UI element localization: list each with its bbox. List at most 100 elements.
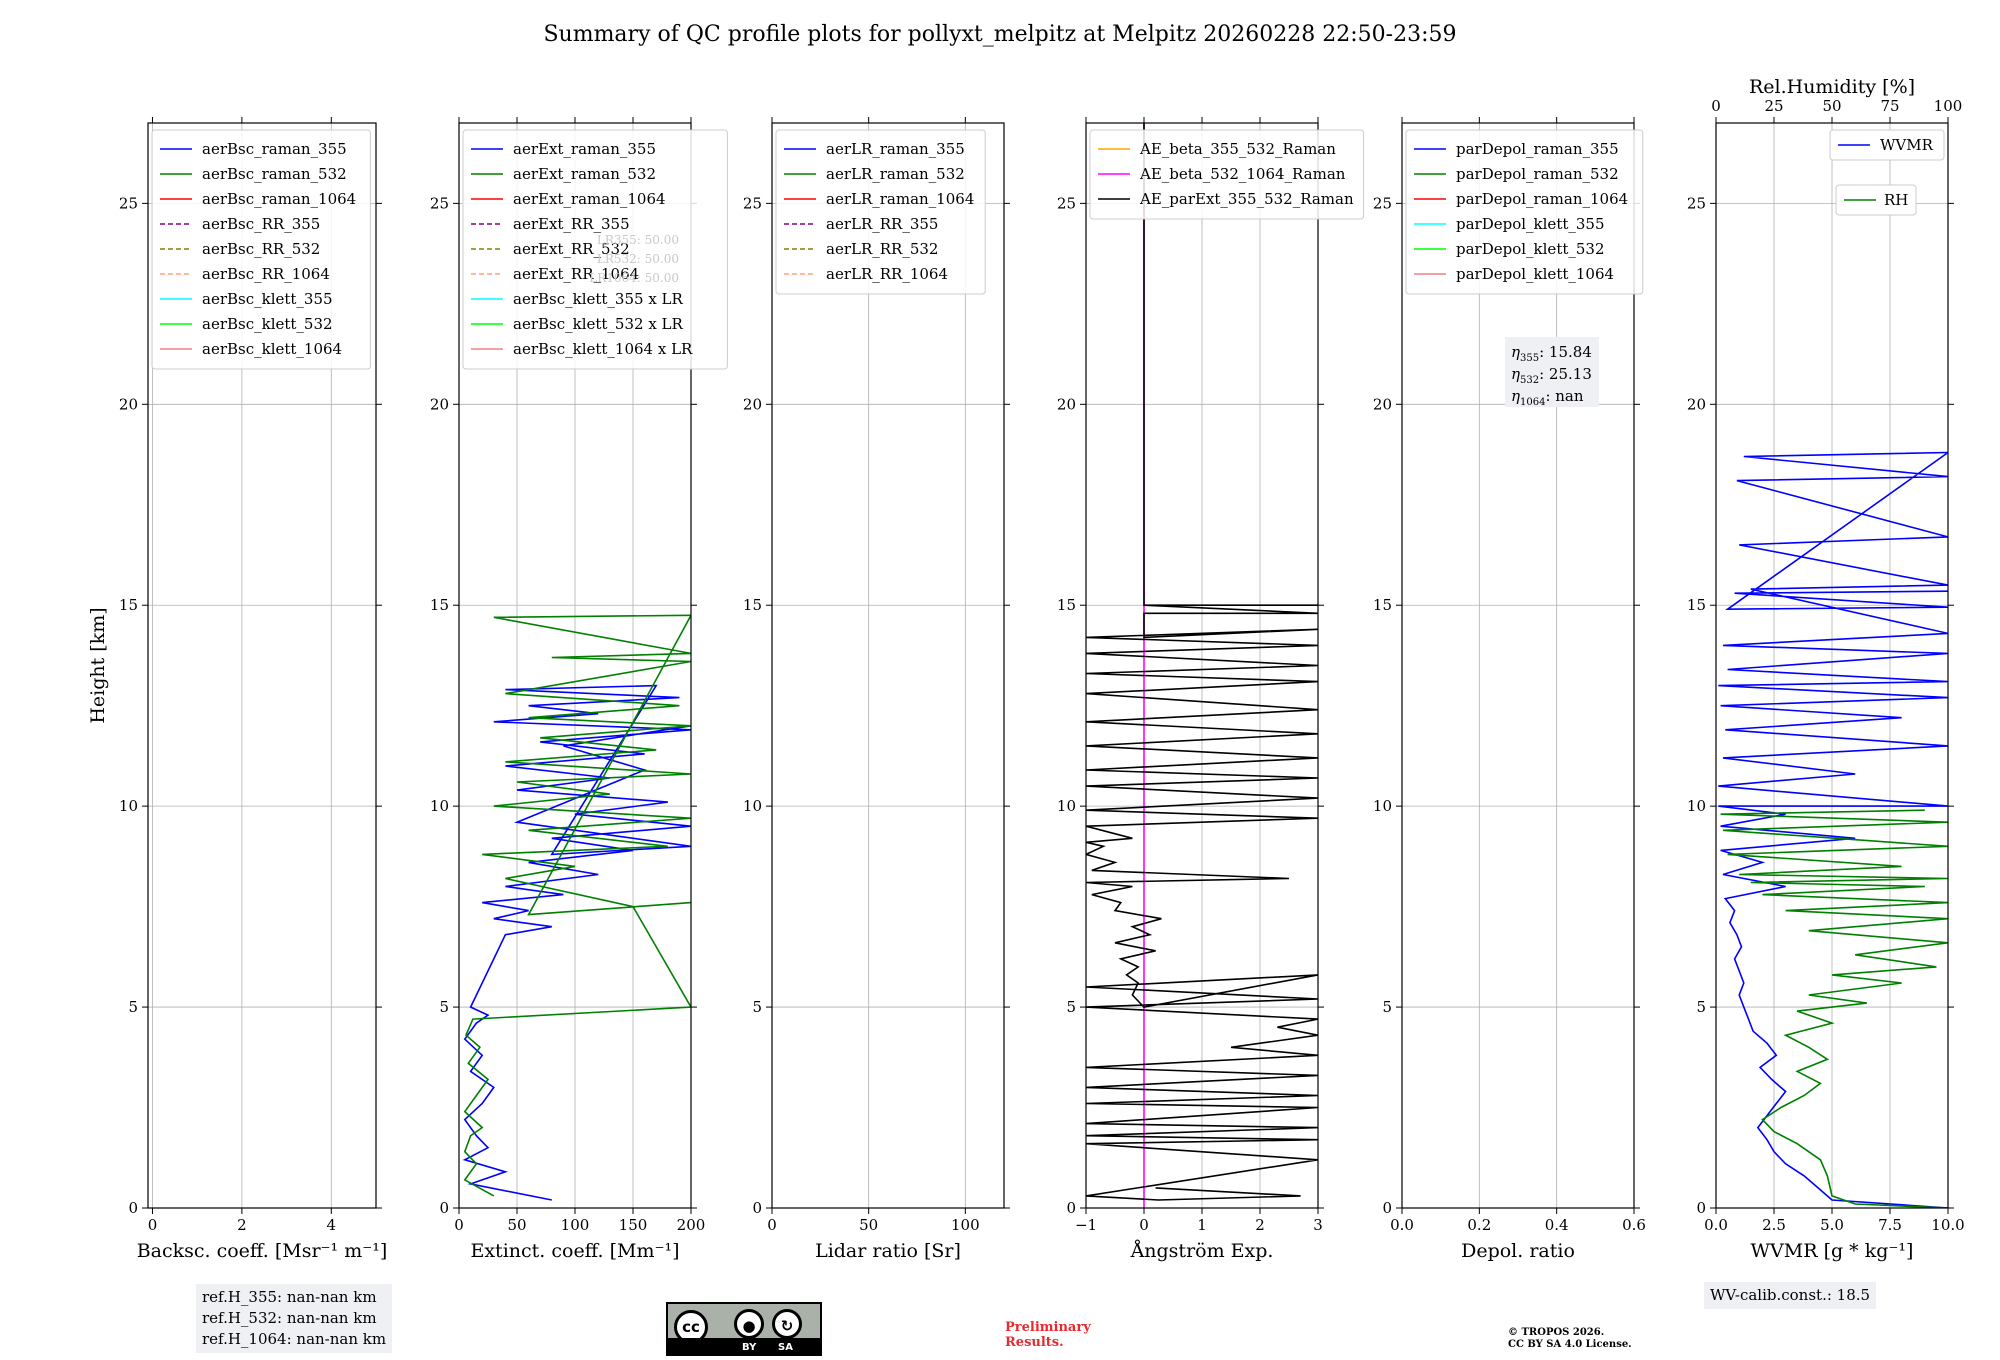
eta-entry: η355: 15.84: [1511, 343, 1592, 364]
x-axis-label: Extinct. coeff. [Mm⁻¹]: [470, 1240, 679, 1262]
wv-calib-text: WV-calib.const.: 18.5: [1710, 1286, 1871, 1304]
x-tick-label: 2: [1255, 1216, 1265, 1234]
x-tick-label: 4: [327, 1216, 337, 1234]
x-tick-label: 150: [619, 1216, 648, 1234]
by-label: BY: [742, 1342, 757, 1353]
ref-height-532: ref.H_532: nan-nan km: [202, 1309, 377, 1327]
y-tick-label: 15: [1057, 596, 1076, 614]
figure-title: Summary of QC profile plots for pollyxt_…: [543, 22, 1457, 47]
lr-annotation: LR532: 50.00: [597, 252, 679, 266]
x-tick-label: 200: [677, 1216, 706, 1234]
series-group: [1086, 123, 1318, 1208]
top-x-tick-label: 25: [1764, 97, 1783, 115]
eta-value: : nan: [1545, 387, 1583, 405]
y-tick-label: 20: [430, 395, 449, 413]
x-tick-label: 0: [1139, 1216, 1149, 1234]
lr-annotation: LR1064: 50.00: [589, 271, 679, 285]
legend-box: [462, 129, 728, 370]
x-tick-label: 100: [561, 1216, 590, 1234]
legend-entry: aerBsc_klett_355: [202, 290, 333, 308]
x-tick-label: 0: [148, 1216, 158, 1234]
x-tick-label: 0.0: [1390, 1216, 1414, 1234]
y-tick-label: 20: [743, 395, 762, 413]
copyright-line-1: © TROPOS 2026.: [1508, 1327, 1605, 1338]
x-axis-label: Depol. ratio: [1461, 1240, 1575, 1262]
axes-frame: [147, 122, 377, 1209]
x-tick-label: 5.0: [1820, 1216, 1844, 1234]
y-tick-label: 20: [1057, 395, 1076, 413]
legend-entry: parDepol_klett_1064: [1456, 265, 1614, 283]
legend-entry: aerLR_RR_355: [826, 215, 938, 233]
eta-entry: η1064: nan: [1511, 387, 1584, 408]
y-tick-label: 15: [743, 596, 762, 614]
legend-entry: aerExt_raman_355: [513, 140, 656, 158]
legend-entry: aerExt_raman_532: [513, 165, 656, 183]
x-tick-label: 0: [454, 1216, 464, 1234]
legend-entry: parDepol_raman_1064: [1456, 190, 1628, 208]
eta-symbol: η: [1511, 365, 1520, 383]
y-tick-label: 0: [439, 1199, 449, 1217]
y-tick-label: 10: [1373, 797, 1392, 815]
x-tick-label: 10.0: [1931, 1216, 1964, 1234]
series-AE_parExt_355_532_Raman: [1086, 123, 1318, 1201]
x-tick-label: 100: [951, 1216, 980, 1234]
y-tick-label: 25: [743, 194, 762, 212]
eta-value: : 15.84: [1539, 343, 1592, 361]
x-tick-label: 0: [767, 1216, 777, 1234]
panel-lr: 0 50 100 0 5 10 15 20 25 Lidar ratio [Sr] aerLR_ra…: [743, 117, 1010, 1262]
y-tick-label: 5: [1382, 998, 1392, 1016]
y-tick-label: 15: [1373, 596, 1392, 614]
legend-entry: aerLR_RR_532: [826, 240, 938, 258]
preliminary-note: Preliminary Results.: [1005, 1320, 1091, 1350]
y-tick-label: 5: [1696, 998, 1706, 1016]
legend-entry: aerLR_RR_1064: [826, 265, 948, 283]
sa-share-alike-icon: ↻: [772, 1309, 802, 1339]
y-tick-label: 15: [119, 596, 138, 614]
y-tick-label: 0: [1066, 1199, 1076, 1217]
legend-entry: aerBsc_RR_532: [202, 240, 320, 258]
y-tick-label: 25: [1373, 194, 1392, 212]
legend-entry: aerBsc_klett_1064 x LR: [513, 340, 693, 358]
y-tick-label: 0: [1382, 1199, 1392, 1217]
eta-subscript: 355: [1520, 353, 1539, 364]
legend-entry: WVMR: [1880, 136, 1934, 154]
legend-entry: aerLR_raman_532: [826, 165, 965, 183]
eta-entry: η532: 25.13: [1511, 365, 1592, 386]
eta-value: : 25.13: [1539, 365, 1592, 383]
legend-entry: aerLR_raman_355: [826, 140, 965, 158]
top-x-tick-label: 0: [1711, 97, 1721, 115]
eta-symbol: η: [1511, 343, 1520, 361]
x-tick-label: 0.2: [1467, 1216, 1491, 1234]
legend-entry: aerBsc_RR_355: [202, 215, 320, 233]
x-tick-label: −1: [1075, 1216, 1097, 1234]
series-aerExt_raman_532: [463, 614, 691, 1197]
legend-entry: aerBsc_raman_1064: [202, 190, 356, 208]
y-tick-label: 5: [1066, 998, 1076, 1016]
x-tick-label: 3: [1313, 1216, 1323, 1234]
y-tick-label: 25: [430, 194, 449, 212]
series-RH: [1720, 809, 1948, 1208]
y-tick-label: 5: [752, 998, 762, 1016]
y-tick-label: 10: [743, 797, 762, 815]
x-tick-label: 50: [507, 1216, 526, 1234]
series-group: [1718, 451, 1948, 1208]
y-tick-label: 15: [430, 596, 449, 614]
legend-box: [1089, 129, 1365, 220]
legend-entry: AE_beta_532_1064_Raman: [1139, 165, 1346, 183]
x-tick-label: 2.5: [1762, 1216, 1786, 1234]
cc-badge-band: [668, 1338, 820, 1354]
y-tick-label: 25: [1057, 194, 1076, 212]
eta-symbol: η: [1511, 387, 1520, 405]
x-tick-label: 2: [237, 1216, 247, 1234]
y-tick-label: 15: [1687, 596, 1706, 614]
x-axis-label: Backsc. coeff. [Msr⁻¹ m⁻¹]: [137, 1240, 388, 1262]
y-tick-label: 10: [1687, 797, 1706, 815]
panel-wv: 0.0 2.5 5.0 7.5 10.0 0 5 10 15 20 25 WVMR [g * kg⁻¹…: [1687, 76, 1965, 1262]
x-axis-label: WVMR [g * kg⁻¹]: [1751, 1240, 1914, 1262]
y-tick-label: 0: [752, 1199, 762, 1217]
legend-entry: aerBsc_klett_532 x LR: [513, 315, 684, 333]
x-tick-label: 1: [1197, 1216, 1207, 1234]
legend-entry: aerExt_RR_355: [513, 215, 630, 233]
legend-box: [1405, 129, 1644, 295]
y-tick-label: 20: [1373, 395, 1392, 413]
